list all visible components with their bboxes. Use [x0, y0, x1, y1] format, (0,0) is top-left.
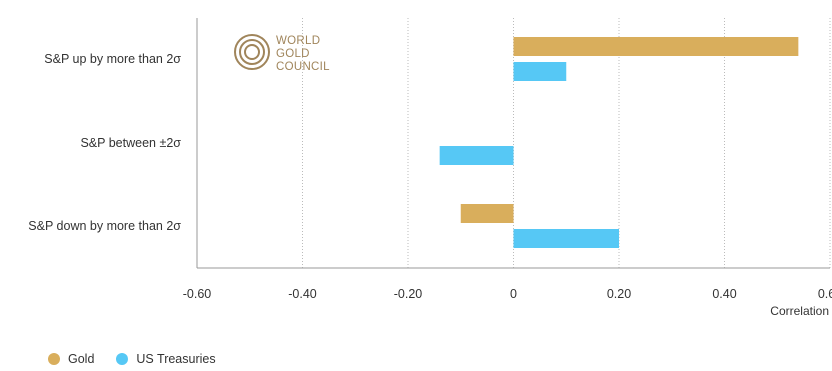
axes: [196, 18, 830, 269]
logo-text-line-2: GOLD: [276, 48, 310, 60]
bars: [439, 37, 799, 248]
x-tick-label: 0.40: [712, 287, 736, 301]
legend-label-gold: Gold: [68, 352, 95, 366]
bar-gold: [513, 37, 799, 56]
bar-us-treasuries: [513, 229, 619, 248]
logo-text-line-3: COUNCIL: [276, 61, 330, 73]
category-label-up: S&P up by more than 2σ: [44, 52, 181, 66]
correlation-bar-chart: WORLD GOLD COUNCIL S&P up by more than 2…: [28, 18, 832, 318]
category-label-between: S&P between ±2σ: [80, 136, 181, 150]
x-axis-title: Correlation: [770, 304, 829, 318]
x-tick-label: 0: [510, 287, 517, 301]
world-gold-council-logo: WORLD GOLD COUNCIL: [234, 34, 330, 73]
legend-swatch-us-treasuries: [116, 353, 129, 365]
bar-gold: [460, 204, 514, 223]
logo-text-line-1: WORLD: [276, 35, 320, 47]
legend-swatch-gold: [48, 353, 60, 365]
x-tick-label: -0.20: [394, 287, 423, 301]
x-tick-label: -0.40: [288, 287, 317, 301]
x-tick-label: 0.20: [607, 287, 631, 301]
category-labels: S&P up by more than 2σ S&P between ±2σ S…: [28, 52, 181, 233]
bar-us-treasuries: [439, 146, 514, 165]
x-tick-labels: -0.60 -0.40 -0.20 0 0.20 0.40 0.60: [183, 287, 832, 301]
x-tick-label: -0.60: [183, 287, 212, 301]
legend-item-gold: Gold: [48, 352, 94, 366]
category-label-down: S&P down by more than 2σ: [28, 219, 181, 233]
legend: Gold US Treasuries: [48, 352, 238, 366]
bar-us-treasuries: [513, 62, 567, 81]
legend-label-us-treasuries: US Treasuries: [136, 352, 216, 366]
x-tick-label: 0.60: [818, 287, 832, 301]
legend-item-us-treasuries: US Treasuries: [116, 352, 216, 366]
